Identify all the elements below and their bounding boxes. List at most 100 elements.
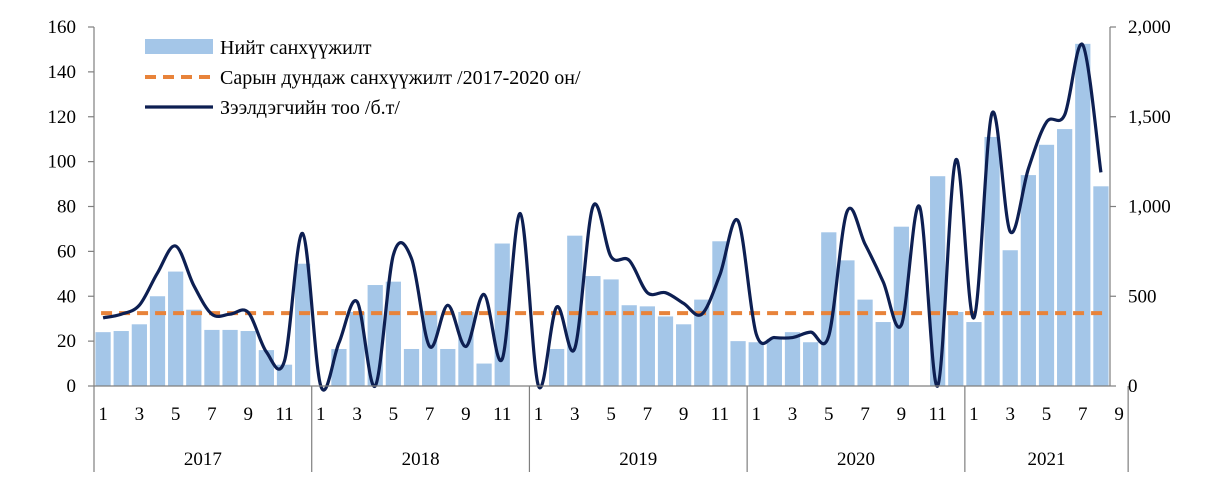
bar [730, 341, 746, 387]
bar [385, 281, 401, 386]
bar [821, 232, 837, 386]
bar [784, 332, 801, 386]
bar [1057, 129, 1073, 386]
bar [930, 176, 946, 386]
month-tick-label: 11 [275, 404, 293, 425]
bar [857, 299, 873, 386]
bar [984, 136, 1000, 386]
bar [204, 329, 220, 386]
month-tick-label: 3 [1005, 404, 1015, 425]
bar [639, 306, 655, 386]
bar [621, 305, 637, 386]
month-tick-label: 1 [969, 404, 979, 425]
bar [1075, 43, 1091, 386]
y-left-tick-label: 140 [48, 62, 77, 83]
month-tick-label: 11 [493, 404, 511, 425]
y-right-tick-label: 1,000 [1128, 197, 1171, 218]
borrower-count-line [102, 42, 1103, 392]
bar [258, 350, 274, 386]
y-left-tick-label: 120 [48, 107, 77, 128]
year-label: 2018 [402, 449, 440, 470]
y-left-tick-label: 80 [57, 197, 76, 218]
bar [585, 276, 601, 386]
bar [766, 338, 782, 386]
y-right-tick-label: 1,500 [1128, 107, 1171, 128]
month-tick-label: 11 [928, 404, 946, 425]
bar [803, 342, 819, 386]
month-tick-label: 1 [98, 404, 108, 425]
month-tick-label: 3 [570, 404, 580, 425]
y-left-tick-label: 60 [57, 241, 76, 262]
month-tick-label: 9 [461, 404, 471, 425]
bar [966, 322, 982, 386]
month-tick-label: 3 [352, 404, 362, 425]
bar [948, 311, 964, 386]
axes [88, 26, 1129, 472]
month-tick-label: 5 [389, 404, 399, 425]
year-label: 2017 [184, 449, 222, 470]
bar [549, 348, 565, 386]
month-tick-label: 9 [243, 404, 253, 425]
legend-label-total-funding: Нийт санхүүжилт [220, 37, 372, 59]
year-label: 2021 [1028, 449, 1066, 470]
bar [349, 311, 365, 386]
borrower-count-path [102, 42, 1103, 392]
bar [131, 324, 147, 386]
bar [694, 299, 710, 386]
legend-bar-swatch [145, 39, 213, 54]
year-label: 2019 [619, 449, 657, 470]
bar [295, 263, 311, 386]
bar [95, 332, 111, 386]
month-tick-label: 9 [679, 404, 689, 425]
month-tick-label: 7 [207, 404, 217, 425]
month-tick-label: 5 [824, 404, 834, 425]
bar [440, 348, 456, 386]
bar [240, 331, 256, 386]
bar [186, 309, 202, 386]
bar [603, 279, 619, 386]
bar [1093, 186, 1109, 386]
month-tick-label: 5 [1042, 404, 1052, 425]
y-left-tick-label: 100 [48, 152, 77, 173]
y-left-tick-label: 160 [48, 17, 77, 38]
legend-label-borrower-count: Зээлдэгчийн тоо /б.т/ [220, 97, 400, 119]
bar [657, 316, 674, 386]
month-tick-label: 1 [534, 404, 544, 425]
bar [839, 260, 855, 386]
month-tick-label: 5 [171, 404, 181, 425]
bar [1038, 144, 1055, 386]
bar [222, 329, 238, 386]
bar [875, 322, 891, 386]
month-tick-label: 3 [788, 404, 798, 425]
month-tick-label: 5 [606, 404, 616, 425]
legend-label-average-funding: Сарын дундаж санхүүжилт /2017-2020 он/ [220, 67, 581, 89]
bar [149, 296, 166, 386]
month-tick-label: 9 [1114, 404, 1124, 425]
y-left-tick-label: 40 [57, 286, 76, 307]
y-left-tick-label: 0 [67, 376, 77, 397]
bar [476, 363, 492, 386]
month-tick-label: 9 [897, 404, 907, 425]
bar [1020, 175, 1036, 386]
month-tick-label: 3 [135, 404, 145, 425]
month-tick-label: 7 [643, 404, 653, 425]
month-tick-label: 11 [711, 404, 729, 425]
y-right-tick-label: 0 [1128, 376, 1138, 397]
y-right-tick-label: 2,000 [1128, 17, 1171, 38]
y-left-tick-label: 20 [57, 331, 76, 352]
legend: Нийт санхүүжилт Сарын дундаж санхүүжилт /… [145, 37, 581, 119]
y-axis-left-labels: 0 20 40 60 80 100 120 140 160 [48, 17, 77, 397]
bar [113, 331, 129, 386]
bar [748, 342, 764, 386]
month-tick-label: 1 [316, 404, 326, 425]
bar [1002, 250, 1018, 386]
bar [168, 271, 184, 386]
bar [676, 324, 692, 386]
year-label: 2020 [837, 449, 875, 470]
month-tick-label: 7 [1078, 404, 1088, 425]
month-tick-label: 1 [751, 404, 761, 425]
month-tick-label: 7 [860, 404, 870, 425]
bar [403, 348, 420, 386]
bar [893, 226, 909, 386]
